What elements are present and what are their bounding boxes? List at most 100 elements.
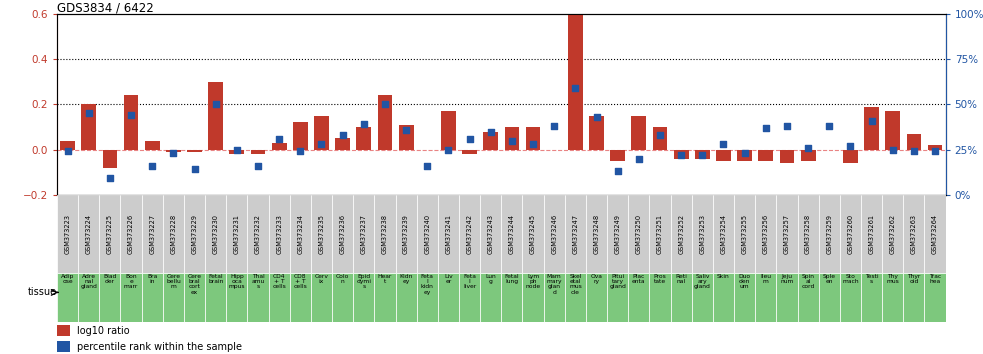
Text: GSM373254: GSM373254: [721, 213, 726, 254]
Text: GSM373251: GSM373251: [657, 214, 663, 253]
Bar: [692, 195, 713, 273]
Text: Pros
tate: Pros tate: [654, 274, 666, 284]
Text: Cerv
ix: Cerv ix: [315, 274, 328, 284]
Bar: [268, 195, 290, 273]
Text: GSM373247: GSM373247: [572, 213, 578, 254]
Point: [652, 132, 667, 138]
Bar: [903, 195, 924, 273]
Text: tissue: tissue: [28, 287, 57, 297]
Bar: [332, 273, 353, 322]
Bar: [628, 195, 650, 273]
Text: GSM373248: GSM373248: [594, 213, 600, 254]
Bar: [653, 127, 667, 149]
Bar: [586, 273, 607, 322]
Text: GSM373257: GSM373257: [784, 213, 790, 254]
Bar: [375, 195, 395, 273]
Text: Trac
hea: Trac hea: [929, 274, 941, 284]
Bar: [57, 325, 71, 336]
Text: GSM373239: GSM373239: [403, 214, 409, 253]
Text: GSM373244: GSM373244: [509, 213, 515, 254]
Bar: [226, 195, 248, 273]
Point: [780, 123, 795, 129]
Text: Adip
ose: Adip ose: [61, 274, 75, 284]
Text: GSM373238: GSM373238: [382, 214, 388, 253]
Bar: [480, 273, 501, 322]
Text: Spin
al
cord: Spin al cord: [801, 274, 815, 290]
Text: GSM373232: GSM373232: [255, 214, 261, 253]
Bar: [801, 149, 816, 161]
Point: [864, 118, 880, 124]
Text: Testi
s: Testi s: [865, 274, 879, 284]
Text: Fetal
brain: Fetal brain: [208, 274, 223, 284]
Bar: [673, 149, 688, 159]
Point: [420, 163, 435, 169]
Point: [631, 156, 647, 161]
Text: Reti
nal: Reti nal: [675, 274, 687, 284]
Bar: [565, 195, 586, 273]
Bar: [607, 273, 628, 322]
Text: Skel
etal
mus
cle: Skel etal mus cle: [569, 274, 582, 295]
Bar: [166, 149, 181, 152]
Text: GSM373252: GSM373252: [678, 213, 684, 254]
Text: GSM373231: GSM373231: [234, 214, 240, 253]
Bar: [586, 195, 607, 273]
Bar: [353, 273, 375, 322]
Bar: [780, 149, 794, 163]
Bar: [208, 82, 223, 149]
Point: [842, 143, 858, 149]
Bar: [142, 195, 163, 273]
Bar: [121, 195, 142, 273]
Text: Lym
ph
node: Lym ph node: [526, 274, 541, 290]
Bar: [437, 195, 459, 273]
Text: GSM373230: GSM373230: [212, 214, 218, 253]
Text: GDS3834 / 6422: GDS3834 / 6422: [57, 1, 153, 14]
Bar: [650, 273, 670, 322]
Point: [60, 149, 76, 154]
Bar: [839, 273, 861, 322]
Point: [165, 150, 181, 156]
Point: [207, 102, 223, 107]
Bar: [864, 107, 879, 149]
Point: [885, 147, 900, 152]
Point: [229, 147, 245, 152]
Bar: [311, 273, 332, 322]
Text: GSM373224: GSM373224: [86, 213, 91, 254]
Text: Thy
mus: Thy mus: [887, 274, 899, 284]
Text: GSM373245: GSM373245: [530, 213, 536, 254]
Point: [927, 149, 943, 154]
Bar: [145, 141, 159, 149]
Bar: [903, 273, 924, 322]
Point: [822, 123, 838, 129]
Point: [356, 121, 372, 127]
Point: [589, 114, 605, 120]
Text: Skin: Skin: [718, 274, 729, 279]
Bar: [607, 195, 628, 273]
Point: [187, 167, 202, 172]
Bar: [906, 134, 921, 149]
Text: GSM373261: GSM373261: [869, 214, 875, 253]
Bar: [102, 149, 117, 168]
Bar: [357, 127, 372, 149]
Bar: [737, 149, 752, 161]
Bar: [544, 195, 565, 273]
Text: Ileu
m: Ileu m: [760, 274, 772, 284]
Text: Fetal
lung: Fetal lung: [504, 274, 519, 284]
Text: GSM373236: GSM373236: [340, 214, 346, 253]
Text: GSM373243: GSM373243: [488, 214, 493, 253]
Text: Adre
nal
gland: Adre nal gland: [81, 274, 97, 290]
Text: percentile rank within the sample: percentile rank within the sample: [77, 342, 242, 352]
Bar: [777, 273, 797, 322]
Text: CD4
+ T
cells: CD4 + T cells: [272, 274, 286, 290]
Text: Hipp
oca
mpus: Hipp oca mpus: [229, 274, 245, 290]
Point: [673, 152, 689, 158]
Bar: [79, 273, 99, 322]
Bar: [226, 273, 248, 322]
Point: [335, 132, 351, 138]
Point: [81, 110, 96, 116]
Text: GSM373240: GSM373240: [425, 213, 431, 254]
Text: GSM373249: GSM373249: [614, 214, 620, 253]
Bar: [229, 149, 244, 154]
Bar: [293, 122, 308, 149]
Text: Feta
l
kidn
ey: Feta l kidn ey: [421, 274, 434, 295]
Point: [906, 149, 922, 154]
